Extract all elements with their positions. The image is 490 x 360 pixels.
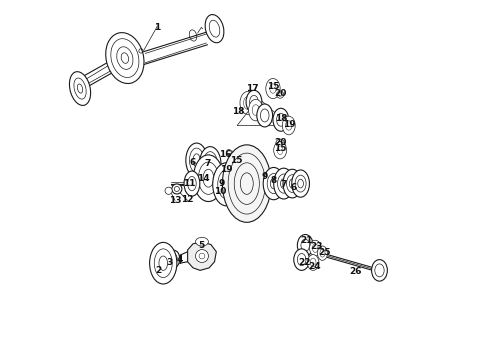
Text: 6: 6 xyxy=(190,158,196,167)
Circle shape xyxy=(172,184,182,194)
Circle shape xyxy=(227,166,233,172)
Ellipse shape xyxy=(199,147,221,181)
Text: 11: 11 xyxy=(183,179,196,188)
Ellipse shape xyxy=(70,72,91,105)
Ellipse shape xyxy=(273,108,289,131)
Ellipse shape xyxy=(310,240,321,256)
Text: 2: 2 xyxy=(155,266,161,275)
Ellipse shape xyxy=(274,168,294,199)
Ellipse shape xyxy=(205,14,224,43)
Ellipse shape xyxy=(297,234,313,256)
Ellipse shape xyxy=(106,33,144,84)
Circle shape xyxy=(276,139,285,148)
Ellipse shape xyxy=(184,171,200,196)
Text: 22: 22 xyxy=(298,258,311,267)
Circle shape xyxy=(196,249,208,262)
Ellipse shape xyxy=(282,116,295,135)
Ellipse shape xyxy=(213,163,240,206)
Text: 10: 10 xyxy=(214,187,226,196)
Text: 3: 3 xyxy=(167,258,173,267)
Text: 23: 23 xyxy=(311,242,323,251)
Circle shape xyxy=(165,187,172,194)
Text: 19: 19 xyxy=(220,165,233,174)
Circle shape xyxy=(239,165,245,170)
Ellipse shape xyxy=(294,249,310,270)
Text: 13: 13 xyxy=(169,196,181,205)
Text: 7: 7 xyxy=(281,180,287,189)
Ellipse shape xyxy=(257,104,272,127)
Ellipse shape xyxy=(292,170,310,197)
Ellipse shape xyxy=(240,91,256,114)
Text: 20: 20 xyxy=(274,89,286,98)
Text: 19: 19 xyxy=(283,120,296,129)
Ellipse shape xyxy=(283,169,302,198)
Text: 15: 15 xyxy=(230,156,242,165)
Text: 15: 15 xyxy=(267,82,279,91)
Text: 25: 25 xyxy=(318,248,331,257)
Circle shape xyxy=(226,149,231,154)
Ellipse shape xyxy=(307,255,319,270)
Text: 5: 5 xyxy=(198,241,204,250)
Ellipse shape xyxy=(196,237,208,246)
Text: 4: 4 xyxy=(176,255,183,264)
Ellipse shape xyxy=(248,99,263,121)
Circle shape xyxy=(228,151,235,157)
Ellipse shape xyxy=(149,242,177,284)
Text: 1: 1 xyxy=(154,23,160,32)
Text: 18: 18 xyxy=(274,114,287,123)
Ellipse shape xyxy=(318,246,327,260)
Ellipse shape xyxy=(266,78,280,99)
Text: 26: 26 xyxy=(349,267,362,276)
Text: 8: 8 xyxy=(270,176,277,185)
Text: 9: 9 xyxy=(219,179,225,188)
Text: 21: 21 xyxy=(300,237,313,246)
Circle shape xyxy=(276,91,284,98)
Ellipse shape xyxy=(246,90,262,113)
Ellipse shape xyxy=(194,155,223,202)
Text: 9: 9 xyxy=(262,172,268,181)
Ellipse shape xyxy=(222,145,271,222)
Text: 15: 15 xyxy=(274,144,286,153)
Text: 6: 6 xyxy=(290,183,296,192)
Ellipse shape xyxy=(168,250,180,267)
Text: 16: 16 xyxy=(219,150,232,159)
Text: 17: 17 xyxy=(246,84,259,93)
Ellipse shape xyxy=(186,143,207,177)
Text: 14: 14 xyxy=(197,174,210,183)
Text: 20: 20 xyxy=(274,138,286,147)
Text: 12: 12 xyxy=(181,195,194,204)
Text: 24: 24 xyxy=(308,262,321,271)
Text: 18: 18 xyxy=(232,107,244,116)
Polygon shape xyxy=(188,242,216,270)
Ellipse shape xyxy=(263,167,284,200)
Text: 7: 7 xyxy=(204,159,211,168)
Ellipse shape xyxy=(371,260,388,281)
Ellipse shape xyxy=(274,141,287,159)
